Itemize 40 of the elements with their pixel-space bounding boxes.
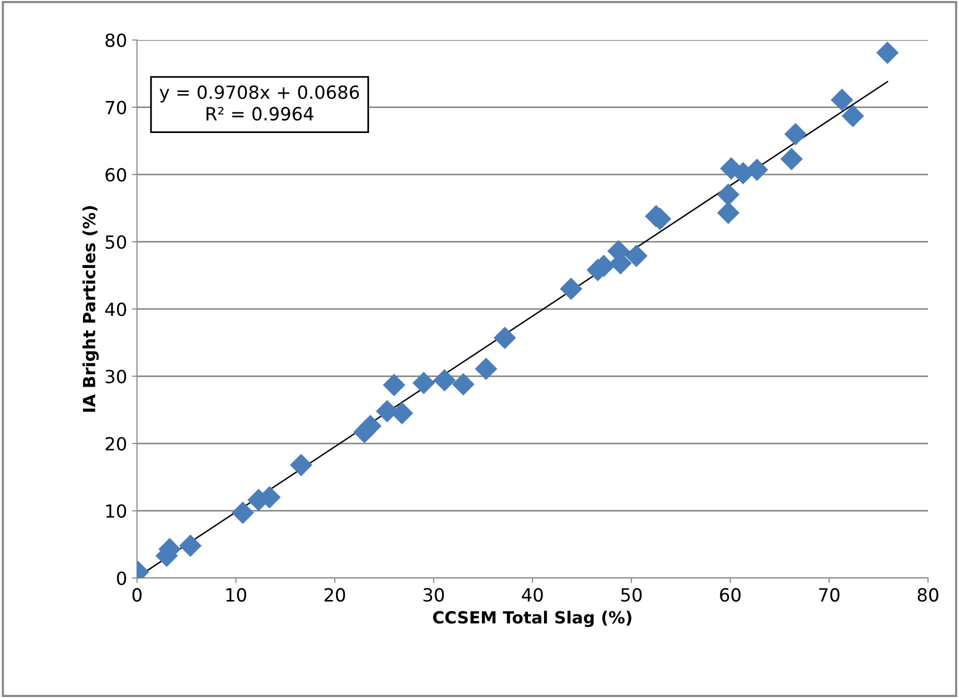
annotation: y = 0.9708x + 0.0686 R² = 0.9964 <box>160 85 359 121</box>
point <box>179 534 202 557</box>
point <box>494 326 516 350</box>
point <box>359 414 382 438</box>
x-tick-label: 60 <box>720 588 741 602</box>
point <box>780 148 803 170</box>
x-tick-label: 70 <box>819 588 840 602</box>
point <box>382 374 406 396</box>
point <box>560 278 582 300</box>
x-tick-label: 0 <box>132 588 142 602</box>
point <box>625 244 648 268</box>
point <box>876 42 899 64</box>
y-tick-label: 0 <box>116 571 126 586</box>
y-tick-label: 80 <box>106 33 126 48</box>
point <box>842 104 864 128</box>
point <box>290 454 312 476</box>
y-axis-title: IA Bright Particles (%) <box>82 206 99 412</box>
x-axis-title: CCSEM Total Slag (%) <box>433 610 632 628</box>
y-tick-label: 50 <box>106 235 126 249</box>
x-tick-label: 10 <box>226 588 246 602</box>
x-tick-label: 30 <box>424 588 444 602</box>
point <box>717 183 740 206</box>
x-tick-label: 80 <box>918 588 938 602</box>
point <box>474 358 498 380</box>
point <box>717 202 740 224</box>
x-tick-label: 50 <box>621 588 642 602</box>
point <box>784 122 807 146</box>
y-tick-label: 20 <box>106 436 126 451</box>
point <box>412 372 435 394</box>
x-tick-label: 40 <box>522 588 543 602</box>
point <box>452 373 474 396</box>
y-tick-label: 60 <box>106 168 126 182</box>
x-tick-label: 20 <box>324 588 346 602</box>
y-tick-label: 40 <box>105 302 126 316</box>
y-tick-label: 70 <box>106 100 126 114</box>
point <box>232 502 254 524</box>
point <box>433 369 456 392</box>
y-tick-label: 10 <box>106 504 126 518</box>
point <box>830 88 854 112</box>
y-tick-label: 30 <box>106 370 126 384</box>
